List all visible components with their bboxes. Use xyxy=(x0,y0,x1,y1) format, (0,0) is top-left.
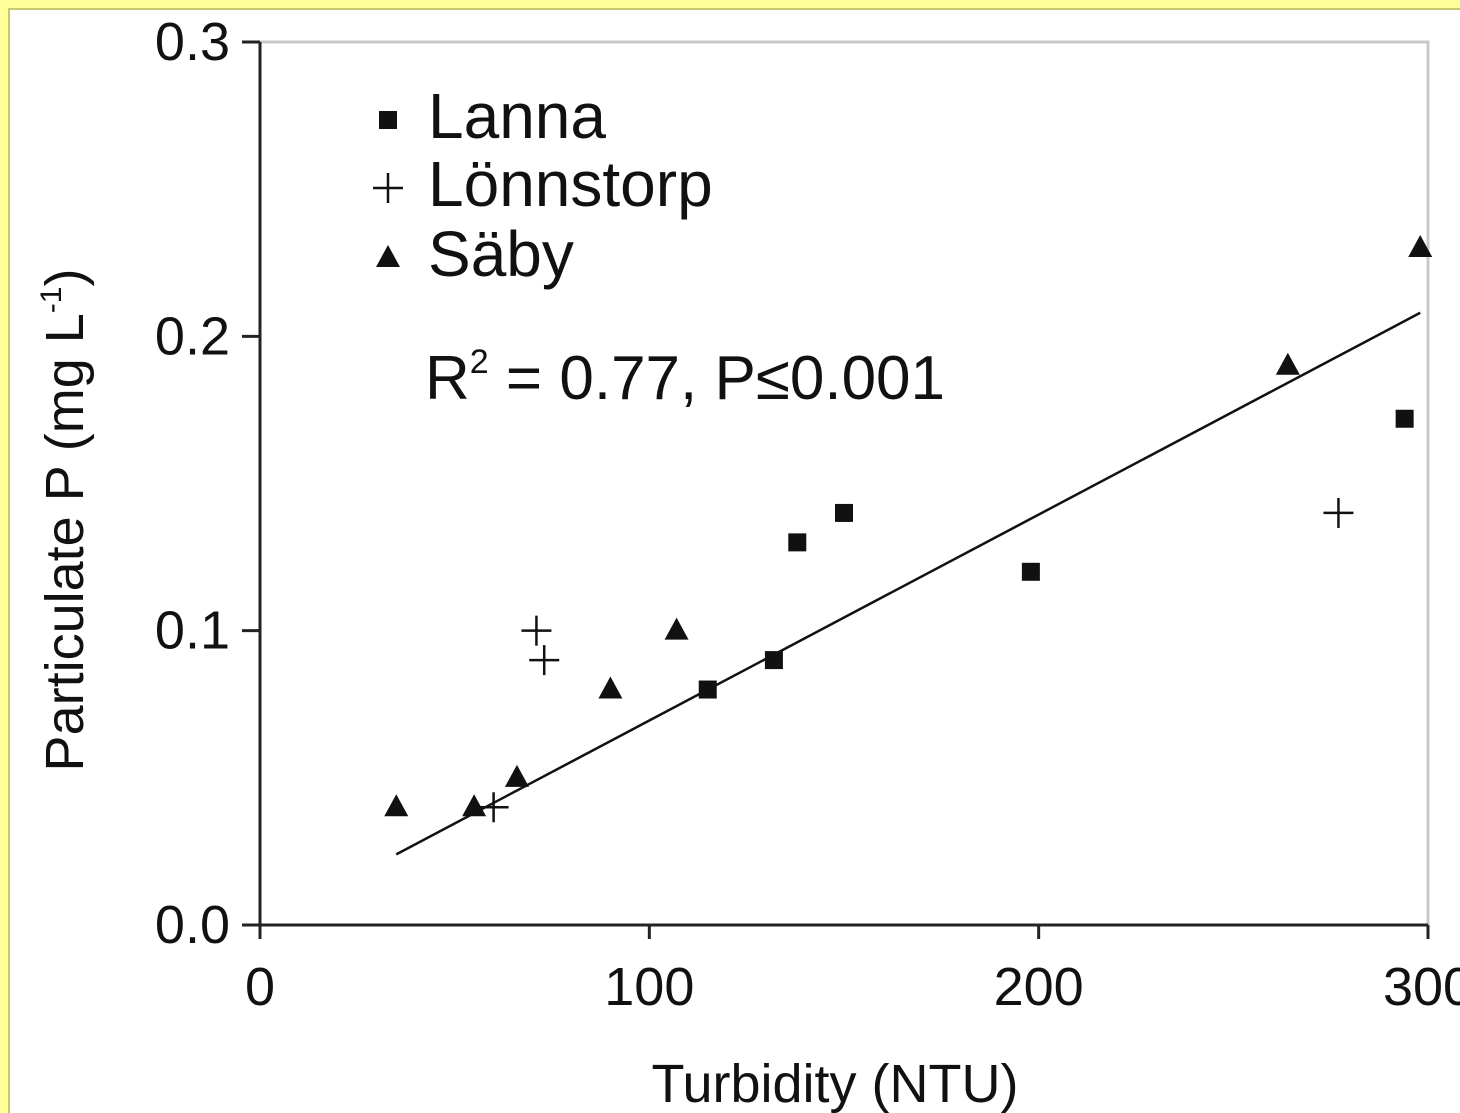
y-tick-label: 0.2 xyxy=(155,306,230,366)
annotation-prefix: R xyxy=(425,344,470,413)
scatter-chart: 0 100 200 300 0.0 0.1 0.2 0.3 LannaLönnstorpSäb… xyxy=(35,12,1460,1113)
x-axis-label: Turbidity (NTU) xyxy=(651,1054,1018,1113)
legend-label-lanna: Lanna xyxy=(428,80,606,152)
y-axis-label-sup: -1 xyxy=(35,287,68,314)
point-s-by xyxy=(462,794,487,817)
point-s-by xyxy=(598,676,623,699)
legend-marker-lanna xyxy=(379,111,397,129)
point-l-nnstorp xyxy=(1323,497,1354,528)
point-lanna xyxy=(1395,409,1414,428)
axes xyxy=(258,40,1430,927)
ticks: 0 100 200 300 0.0 0.1 0.2 0.3 xyxy=(155,12,1460,1017)
legend-marker-s-by xyxy=(376,245,400,267)
point-lanna xyxy=(1021,562,1040,581)
legend-label-l-nnstorp: Lönnstorp xyxy=(428,148,713,220)
x-tick-label: 200 xyxy=(994,957,1084,1017)
x-tick-label: 0 xyxy=(245,957,275,1017)
legend-marker-l-nnstorp xyxy=(373,173,403,203)
point-s-by xyxy=(384,794,409,817)
point-lanna xyxy=(764,651,783,670)
point-lanna xyxy=(788,533,807,552)
y-tick-label: 0.3 xyxy=(155,12,230,72)
point-s-by xyxy=(1408,235,1433,258)
point-s-by xyxy=(664,617,689,640)
chart-frame: 0 100 200 300 0.0 0.1 0.2 0.3 Lanna Lönnstorp Säb… xyxy=(8,8,1460,1113)
y-tick-label: 0.1 xyxy=(155,601,230,661)
y-axis-label-close: ) xyxy=(35,269,95,287)
point-l-nnstorp xyxy=(521,615,552,646)
y-tick-label: 0.0 xyxy=(155,895,230,955)
point-s-by xyxy=(1275,352,1300,375)
data-points xyxy=(384,235,1433,823)
legend-label-s-by: Säby xyxy=(428,218,574,290)
point-l-nnstorp xyxy=(478,792,509,823)
fit-line-group xyxy=(395,311,1421,856)
annotation-rest: = 0.77, P≤0.001 xyxy=(489,344,945,413)
regression-line xyxy=(395,311,1421,856)
point-lanna xyxy=(835,503,853,522)
x-tick-label: 100 xyxy=(604,957,694,1017)
fit-annotation: R2 = 0.77, P≤0.001 xyxy=(425,343,945,413)
point-lanna xyxy=(698,680,717,699)
x-tick-label: 300 xyxy=(1383,957,1460,1017)
point-l-nnstorp xyxy=(529,645,560,676)
point-s-by xyxy=(504,764,529,787)
y-axis-label: Particulate P (mg L-1) xyxy=(35,269,95,772)
y-axis-label-main: Particulate P (mg L xyxy=(35,313,95,771)
annotation-sup: 2 xyxy=(470,343,489,381)
